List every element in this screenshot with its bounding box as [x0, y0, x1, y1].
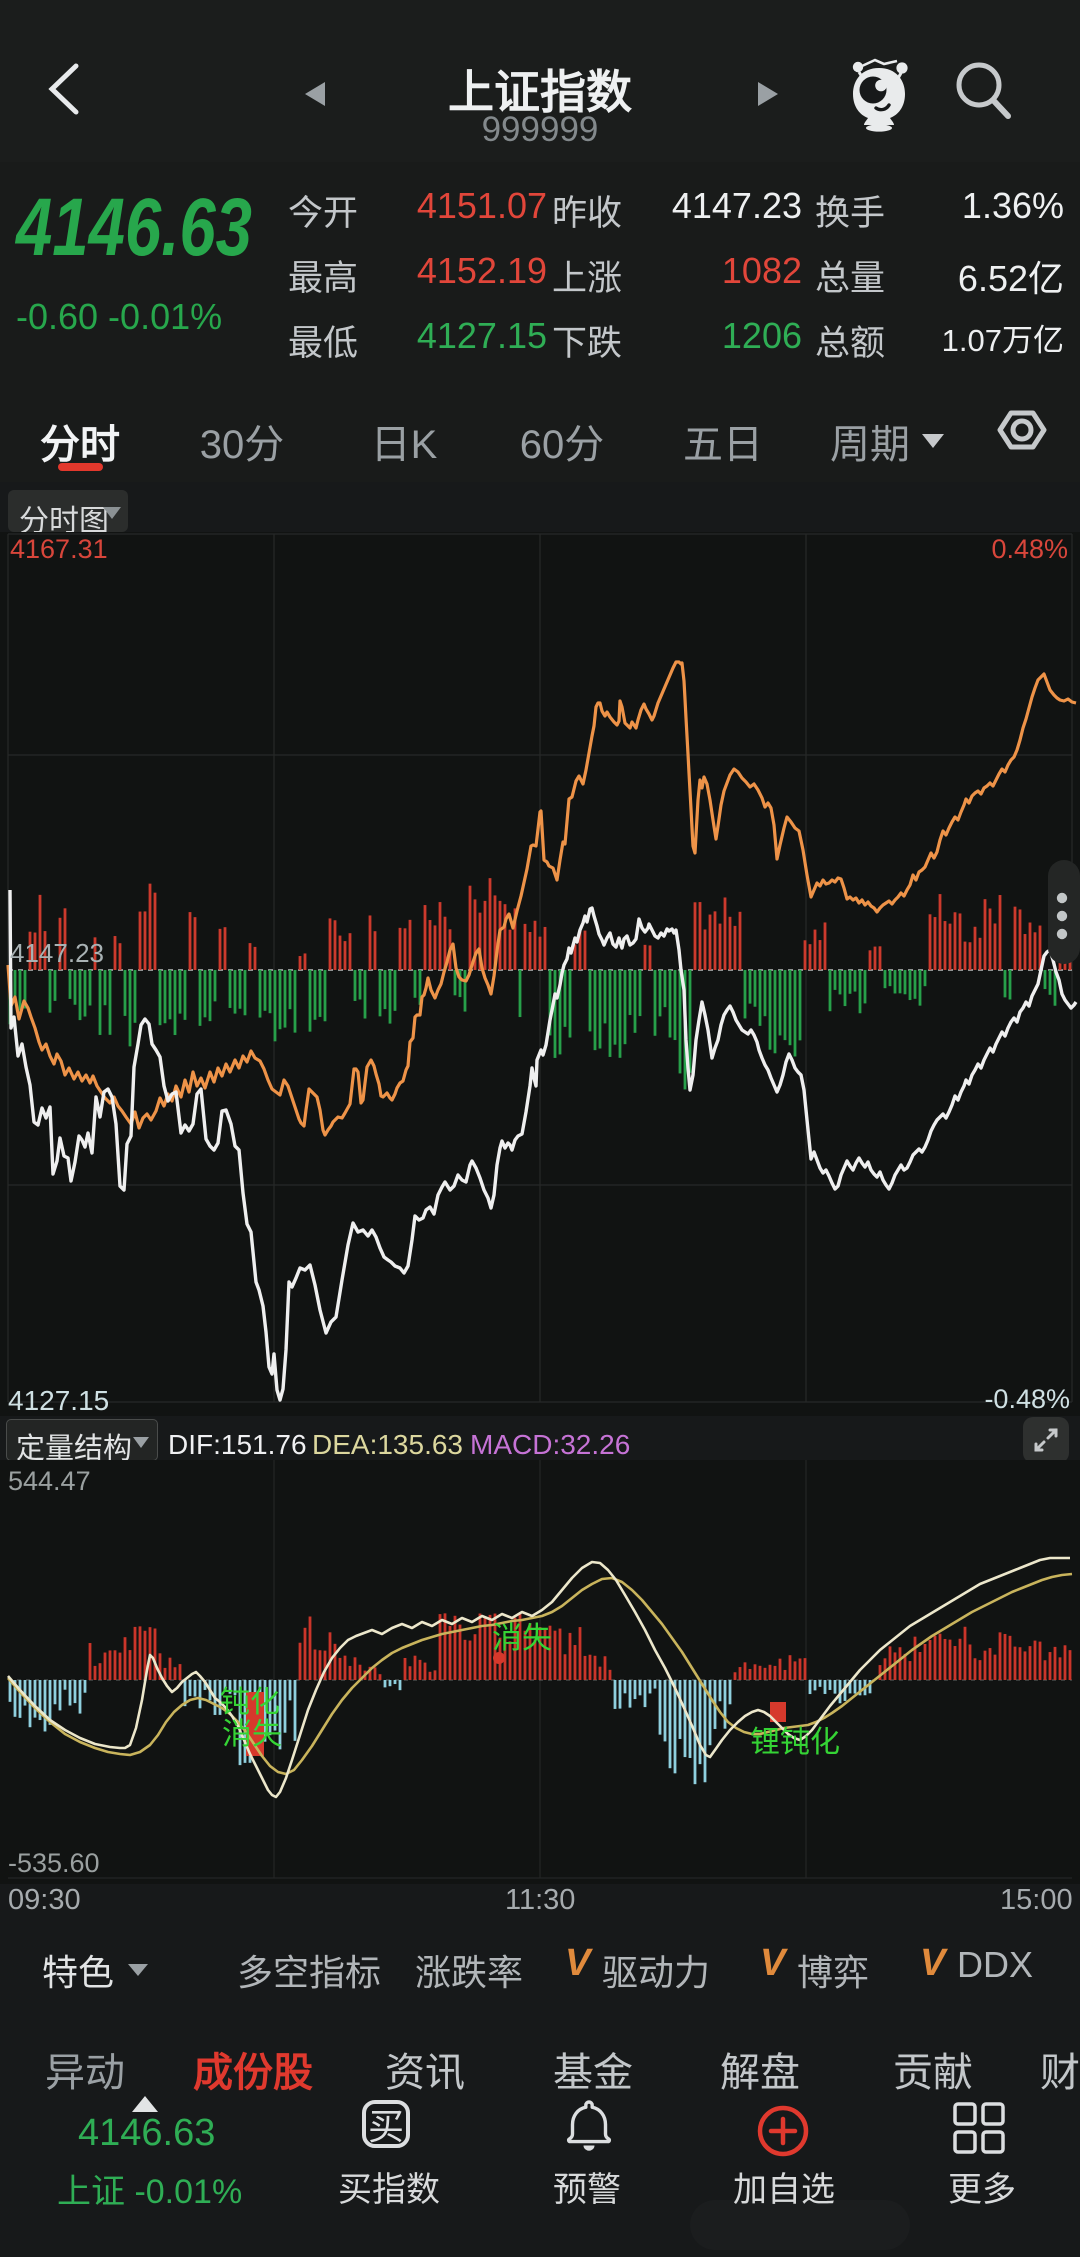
svg-text:消失: 消失	[492, 1622, 552, 1655]
svg-text:消失: 消失	[222, 1718, 282, 1751]
svg-text:-0.48%: -0.48%	[984, 1384, 1070, 1414]
svg-text:钝化: 钝化	[220, 1686, 280, 1719]
svg-text:0.48%: 0.48%	[991, 534, 1068, 564]
svg-text:锂钝化: 锂钝化	[750, 1726, 840, 1759]
svg-text:-535.60: -535.60	[8, 1848, 100, 1878]
svg-text:4127.15: 4127.15	[8, 1385, 109, 1416]
svg-text:4167.31: 4167.31	[10, 534, 108, 564]
svg-text:4147.23: 4147.23	[10, 938, 104, 968]
svg-text:买: 买	[368, 2106, 404, 2147]
svg-text:544.47: 544.47	[8, 1466, 91, 1496]
